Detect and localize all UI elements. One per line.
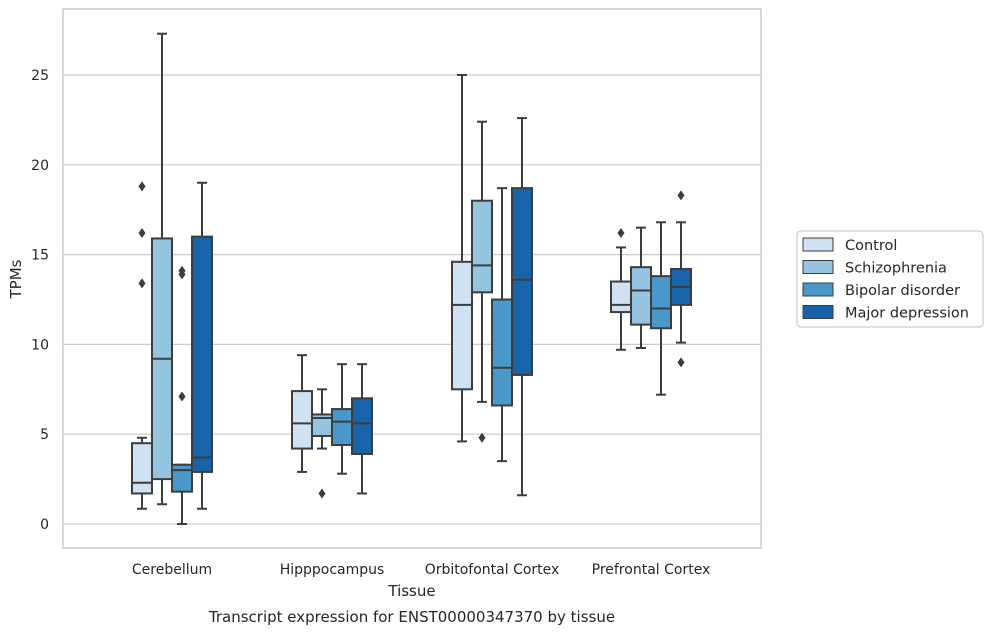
- series-control: [131, 74, 632, 510]
- legend-label-3: Major depression: [845, 306, 969, 322]
- box-0-2: [451, 74, 473, 443]
- box-body: [491, 298, 513, 407]
- outlier-point: [138, 278, 146, 289]
- box-body: [131, 442, 153, 495]
- legend-label-2: Bipolar disorder: [845, 283, 960, 299]
- box-body: [630, 266, 652, 326]
- box-body: [471, 199, 493, 294]
- box-series-group: [131, 32, 692, 525]
- box-0-3: [610, 228, 632, 351]
- box-body: [511, 187, 533, 376]
- box-3-1: [351, 363, 373, 495]
- series-major-depression: [191, 117, 692, 510]
- x-axis-label: Tissue: [387, 582, 435, 600]
- x-tick-label-3: Prefrontal Cortex: [592, 562, 711, 578]
- legend: Control Schizophrenia Bipolar disorder Majo…: [796, 230, 984, 328]
- outlier-point: [478, 432, 486, 443]
- chart-title: Transcript expression for ENST0000034737…: [208, 608, 615, 626]
- y-tick-label-20: 20: [31, 158, 49, 174]
- x-tick-label-1: Hipppocampus: [280, 562, 385, 578]
- box-2-2: [491, 187, 513, 463]
- box-3-2: [511, 117, 533, 497]
- box-0-0: [131, 181, 153, 510]
- x-tick-label-2: Orbitofontal Cortex: [425, 562, 560, 578]
- box-2-0: [171, 265, 193, 525]
- box-1-2: [471, 120, 493, 443]
- x-tick-label-0: Cerebellum: [132, 562, 212, 578]
- box-1-3: [630, 226, 652, 349]
- legend-frame: [796, 230, 984, 328]
- legend-label-1: Schizophrenia: [845, 261, 947, 277]
- box-1-1: [311, 388, 333, 499]
- series-bipolar-disorder: [171, 187, 672, 525]
- box-body: [331, 408, 353, 446]
- legend-label-0: Control: [845, 238, 897, 254]
- y-axis-ticks: 0 5 10 15 20 25: [31, 68, 49, 533]
- box-0-1: [291, 354, 313, 473]
- legend-swatch-1: [802, 260, 834, 274]
- outlier-point: [677, 190, 685, 201]
- outlier-point: [318, 488, 326, 499]
- box-3-3: [670, 190, 692, 368]
- plot-frame: [62, 8, 762, 549]
- outlier-point: [178, 265, 186, 276]
- box-body: [650, 275, 672, 330]
- y-tick-label-10: 10: [31, 337, 49, 353]
- series-schizophrenia: [151, 32, 652, 506]
- box-1-0: [151, 32, 173, 506]
- legend-swatch-0: [802, 237, 834, 252]
- outlier-point: [677, 357, 685, 368]
- box-body: [291, 390, 313, 450]
- y-tick-label-25: 25: [31, 68, 49, 84]
- outlier-point: [138, 228, 146, 239]
- y-tick-label-15: 15: [31, 248, 49, 264]
- legend-swatch-3: [802, 305, 834, 319]
- y-axis-label: TPMs: [7, 259, 25, 299]
- y-tick-label-0: 0: [40, 517, 49, 533]
- box-2-3: [650, 221, 672, 396]
- box-3-0: [191, 181, 213, 510]
- y-tick-label-5: 5: [40, 427, 49, 443]
- box-body: [451, 260, 473, 391]
- x-axis-ticks: Cerebellum Hipppocampus Orbitofontal Corte…: [132, 562, 710, 578]
- outlier-point: [138, 181, 146, 192]
- box-body: [610, 280, 632, 314]
- box-body: [171, 463, 193, 493]
- box-body: [191, 235, 213, 473]
- outlier-point: [178, 391, 186, 402]
- legend-swatch-2: [802, 282, 834, 297]
- outlier-point: [617, 228, 625, 239]
- box-body: [351, 397, 373, 455]
